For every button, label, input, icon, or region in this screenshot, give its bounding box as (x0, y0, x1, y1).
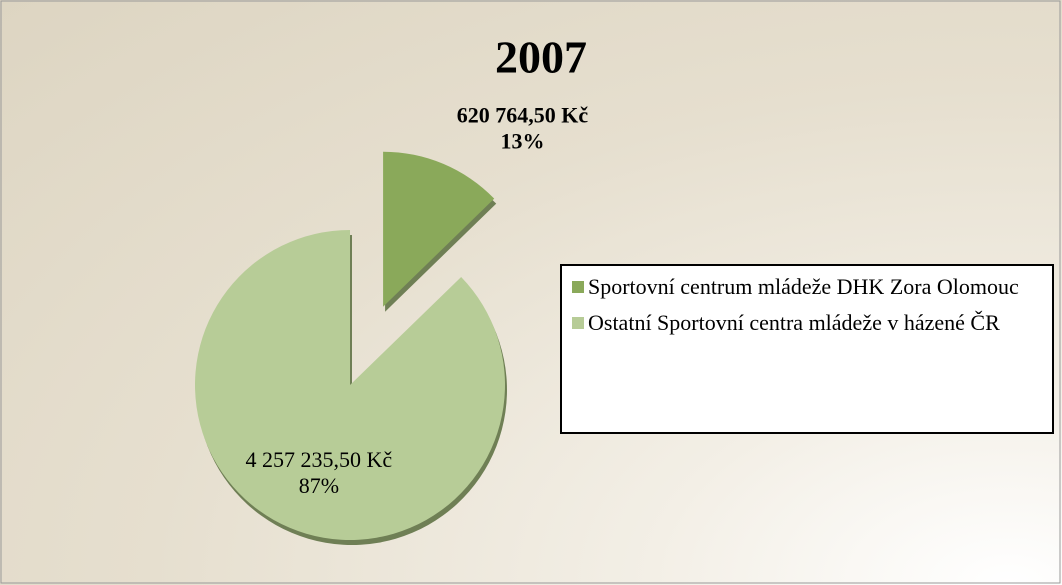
legend-swatch (572, 281, 584, 293)
legend-entry: Ostatní Sportovní centra mládeže v házen… (572, 310, 1042, 336)
slice (383, 151, 495, 307)
legend: Sportovní centrum mládeže DHK Zora Olomo… (560, 264, 1054, 434)
data-label: 4 257 235,50 Kč (246, 447, 393, 472)
chart-title: 2007 (495, 32, 587, 83)
legend-swatch (572, 317, 584, 329)
legend-label: Sportovní centrum mládeže DHK Zora Olomo… (588, 274, 1019, 299)
slice (195, 230, 505, 541)
legend-entry: Sportovní centrum mládeže DHK Zora Olomo… (572, 274, 1042, 300)
data-label: 87% (299, 473, 339, 498)
data-label: 13% (500, 129, 544, 154)
legend-label: Ostatní Sportovní centra mládeže v házen… (588, 310, 1000, 335)
data-label: 620 764,50 Kč (457, 103, 589, 128)
